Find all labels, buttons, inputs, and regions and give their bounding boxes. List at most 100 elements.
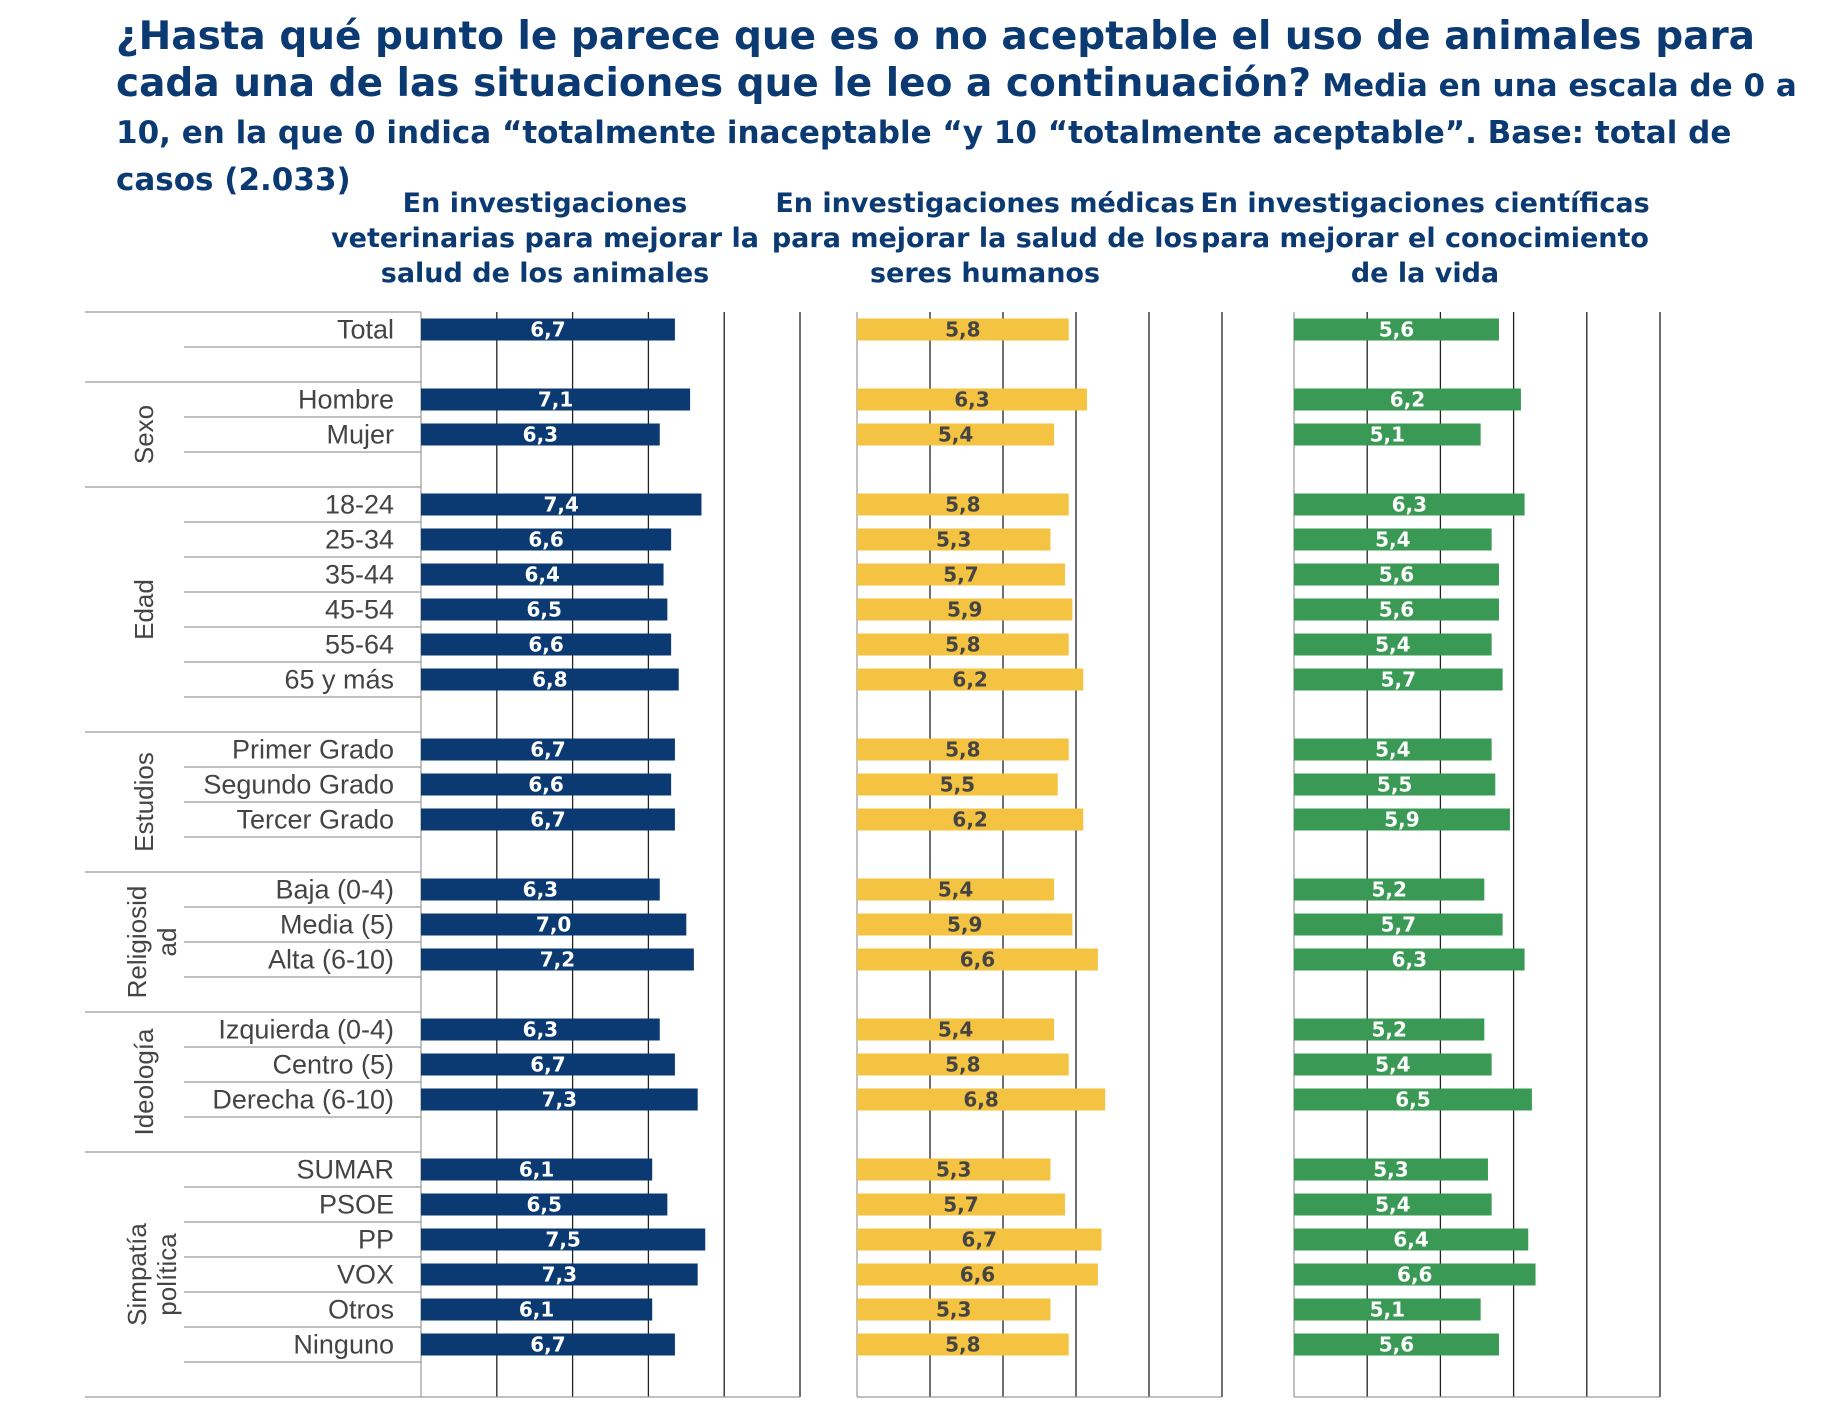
bar-value-label: 6,2	[952, 808, 987, 832]
category-label: Hombre	[298, 385, 394, 415]
bar-value-label: 6,3	[1392, 948, 1427, 972]
bar-value-label: 5,3	[1373, 1158, 1408, 1182]
bar-value-label: 7,0	[536, 913, 571, 937]
bar-value-label: 6,6	[528, 528, 563, 552]
bar	[1294, 1018, 1485, 1041]
bar-value-label: 6,5	[526, 1193, 561, 1217]
group-label: Simpatía	[122, 1223, 152, 1326]
bar-value-label: 6,7	[530, 1053, 565, 1077]
category-label: 35-44	[325, 560, 394, 590]
bar-value-label: 6,7	[530, 808, 565, 832]
bar-value-label: 5,6	[1379, 563, 1414, 587]
bar	[421, 808, 675, 831]
chart-title-main: ¿Hasta qué punto le parece que es o no a…	[116, 14, 1755, 106]
bar	[1294, 1298, 1481, 1321]
category-label: 18-24	[325, 490, 394, 520]
bar-value-label: 5,2	[1371, 1018, 1406, 1042]
bar-value-label: 5,6	[1379, 598, 1414, 622]
panel-title-veterinarias: En investigaciones veterinarias para mej…	[331, 188, 759, 289]
bar-value-label: 5,3	[936, 528, 971, 552]
category-label: 65 y más	[284, 665, 394, 695]
bar-value-label: 7,1	[538, 388, 573, 412]
bar	[421, 388, 691, 411]
category-label: Media (5)	[280, 910, 394, 940]
bar	[1294, 808, 1510, 831]
bar	[421, 1018, 660, 1041]
bar-value-label: 5,9	[1384, 808, 1419, 832]
bar-value-label: 6,5	[526, 598, 561, 622]
bar	[421, 598, 668, 621]
bar-value-label: 6,1	[519, 1158, 554, 1182]
category-label: Ninguno	[293, 1330, 394, 1360]
bar	[857, 423, 1055, 446]
bar-value-label: 5,1	[1370, 1298, 1405, 1322]
bar	[1294, 318, 1499, 341]
category-label: 55-64	[325, 630, 394, 660]
bar-value-label: 6,7	[530, 738, 565, 762]
bar	[1294, 773, 1496, 796]
bar-value-label: 7,5	[545, 1228, 580, 1252]
panel-title-medicas: En investigaciones médicas para mejorar …	[771, 188, 1199, 289]
bar	[421, 1263, 698, 1286]
bar	[857, 1193, 1066, 1216]
bar	[857, 1298, 1051, 1321]
bar-value-label: 5,7	[1381, 913, 1416, 937]
bar	[1294, 493, 1525, 516]
bar-value-label: 5,4	[938, 878, 973, 902]
bar	[421, 1298, 653, 1321]
bar-value-label: 5,8	[945, 633, 980, 657]
group-label: Estudios	[129, 752, 159, 852]
bar-value-label: 5,8	[945, 493, 980, 517]
bar-value-label: 7,3	[542, 1263, 577, 1287]
bar	[857, 1228, 1102, 1251]
bar	[1294, 1053, 1492, 1076]
bar-value-label: 6,6	[528, 773, 563, 797]
bar	[421, 668, 679, 691]
bar	[857, 1053, 1069, 1076]
bar-value-label: 6,3	[523, 1018, 558, 1042]
bar	[857, 598, 1073, 621]
bar	[421, 318, 675, 341]
bar-value-label: 7,3	[542, 1088, 577, 1112]
bar-value-label: 6,2	[952, 668, 987, 692]
bar	[421, 1088, 698, 1111]
group-label: Ideología	[129, 1028, 159, 1136]
bar-value-label: 5,6	[1379, 1333, 1414, 1357]
bar-value-label: 6,3	[1392, 493, 1427, 517]
bar	[1294, 1263, 1536, 1286]
bar-value-label: 5,7	[1381, 668, 1416, 692]
category-label: Primer Grado	[232, 735, 394, 765]
bar-value-label: 6,8	[963, 1088, 998, 1112]
bar	[857, 913, 1073, 936]
bar-value-label: 7,4	[544, 493, 579, 517]
bar	[1294, 738, 1492, 761]
bar-value-label: 5,9	[947, 913, 982, 937]
bar-value-label: 5,3	[936, 1158, 971, 1182]
bar	[857, 948, 1098, 971]
category-label: Baja (0-4)	[275, 875, 394, 905]
bar	[421, 563, 664, 586]
group-label: Religiosid	[122, 886, 152, 999]
bar	[1294, 913, 1503, 936]
bar	[421, 1333, 675, 1356]
category-label: Mujer	[326, 420, 394, 450]
bar	[421, 493, 702, 516]
bar	[1294, 528, 1492, 551]
bar-value-label: 6,8	[532, 668, 567, 692]
category-label: 45-54	[325, 595, 394, 625]
bar-value-label: 5,4	[1375, 528, 1410, 552]
bar	[421, 1193, 668, 1216]
bar-value-label: 5,4	[1375, 1053, 1410, 1077]
bar	[1294, 633, 1492, 656]
bar-value-label: 5,5	[1377, 773, 1412, 797]
bar	[857, 738, 1069, 761]
chart-title: ¿Hasta qué punto le parece que es o no a…	[116, 14, 1816, 203]
bar-value-label: 6,7	[962, 1228, 997, 1252]
bar	[1294, 423, 1481, 446]
bar-value-label: 5,5	[940, 773, 975, 797]
bar-value-label: 6,6	[1397, 1263, 1432, 1287]
category-label: Izquierda (0-4)	[218, 1015, 394, 1045]
category-label: VOX	[337, 1260, 394, 1290]
bar	[421, 528, 672, 551]
